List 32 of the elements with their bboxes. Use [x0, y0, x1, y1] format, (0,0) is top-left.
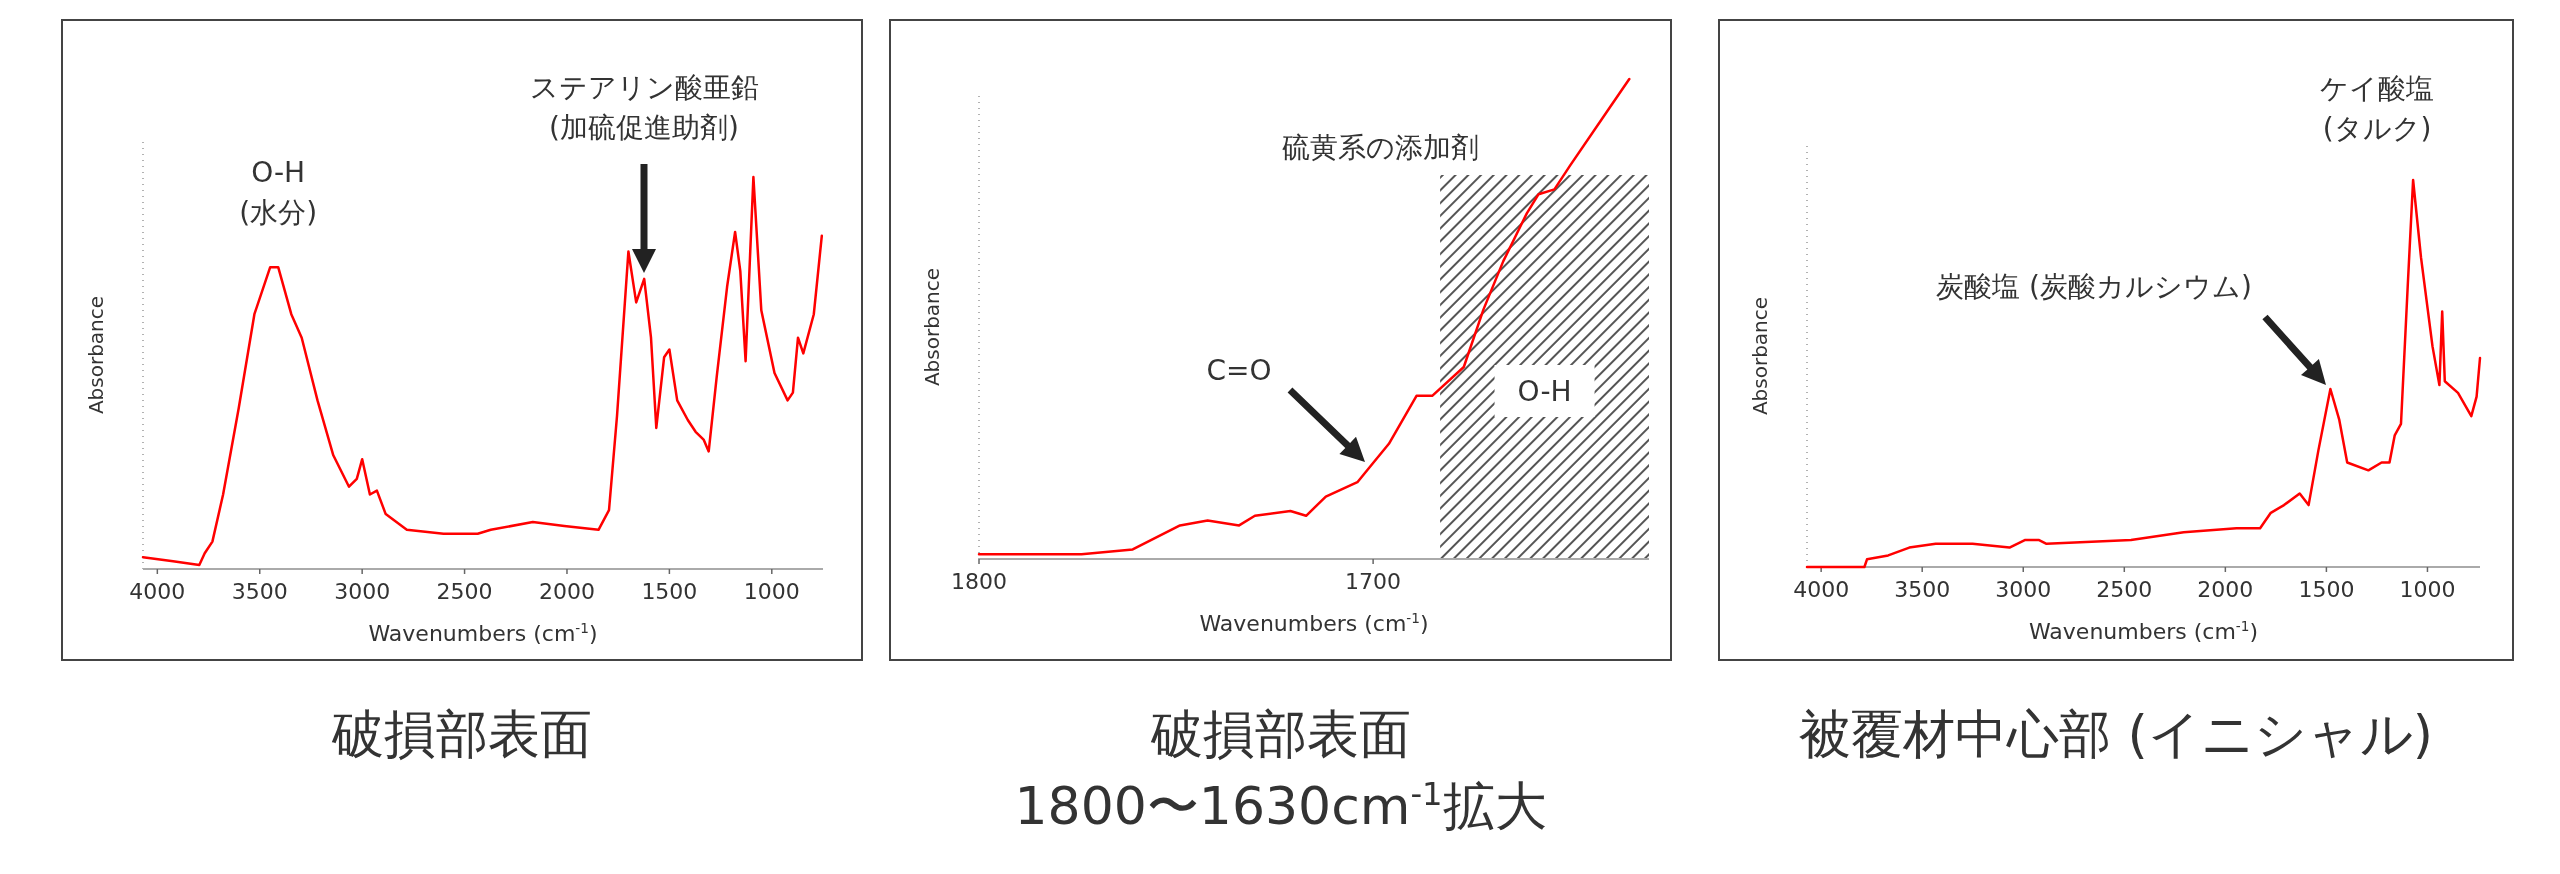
- y-axis-title: Absorbance: [84, 295, 108, 415]
- x-tick-label: 3500: [1894, 577, 1951, 602]
- annotation: 炭酸塩 (炭酸カルシウム): [1936, 270, 2252, 303]
- x-tick-label: 3500: [231, 579, 288, 604]
- text: ステアリン酸亜鉛 (加硫促進助剤): [529, 71, 759, 144]
- x-tick-label: 1500: [641, 579, 698, 604]
- x-tick-label: 2000: [538, 579, 595, 604]
- x-tick-label: 4000: [1793, 577, 1850, 602]
- x-tick-label: 1000: [2399, 577, 2456, 602]
- x-tick-label: 1800: [951, 569, 1007, 594]
- x-tick-label: 4000: [129, 579, 186, 604]
- text: 破損部表面 1800〜1630cm$^{-1}$拡大: [1014, 704, 1547, 836]
- annotation: O-H (水分): [239, 156, 318, 230]
- x-tick-label: 2000: [2197, 577, 2254, 602]
- x-tick-label: 2500: [436, 579, 493, 604]
- x-axis-title: Wavenumbers (cm$^{-1}$): [2029, 618, 2258, 644]
- y-axis-title: Absorbance: [920, 267, 944, 387]
- y-axis-title: Absorbance: [1748, 296, 1772, 416]
- text: 被覆材中心部 (イニシャル): [1798, 704, 2434, 764]
- x-tick-label: 1700: [1345, 569, 1402, 594]
- annotation: C=O: [1206, 354, 1272, 387]
- x-axis-title: Wavenumbers (cm$^{-1}$): [1199, 610, 1429, 636]
- x-tick-label: 3000: [1995, 577, 2052, 602]
- x-tick-label: 3000: [334, 579, 391, 604]
- x-tick-label: 1000: [743, 579, 800, 604]
- annotation: 硫黄系の添加剤: [1281, 131, 1479, 164]
- x-tick-label: 1500: [2298, 577, 2355, 602]
- x-tick-label: 2500: [2096, 577, 2153, 602]
- text: 破損部表面: [331, 704, 592, 764]
- x-axis-title: Wavenumbers (cm$^{-1}$): [368, 620, 598, 646]
- annotation: ケイ酸塩 (タルク): [2320, 72, 2435, 145]
- band-label: O-H: [1517, 375, 1572, 408]
